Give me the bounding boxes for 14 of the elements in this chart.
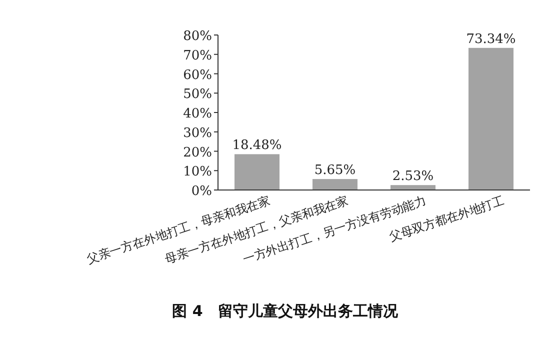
- y-tick-label: 50%: [183, 87, 212, 102]
- data-label: 5.65%: [314, 163, 356, 178]
- y-tick-label: 10%: [183, 164, 212, 180]
- text: 图 4 留守儿童父母外出务工情况: [172, 302, 399, 320]
- y-tick-label: 40%: [183, 106, 212, 122]
- y-tick-label: 20%: [183, 145, 212, 160]
- y-tick-label: 30%: [183, 126, 212, 141]
- y-tick-label: 80%: [183, 29, 212, 44]
- y-tick-label: 0%: [191, 184, 212, 199]
- y-tick-label: 70%: [183, 48, 212, 64]
- data-label: 18.48%: [232, 138, 282, 154]
- data-label: 2.53%: [392, 169, 434, 184]
- data-label: 73.34%: [466, 32, 516, 47]
- y-tick-label: 60%: [183, 68, 212, 83]
